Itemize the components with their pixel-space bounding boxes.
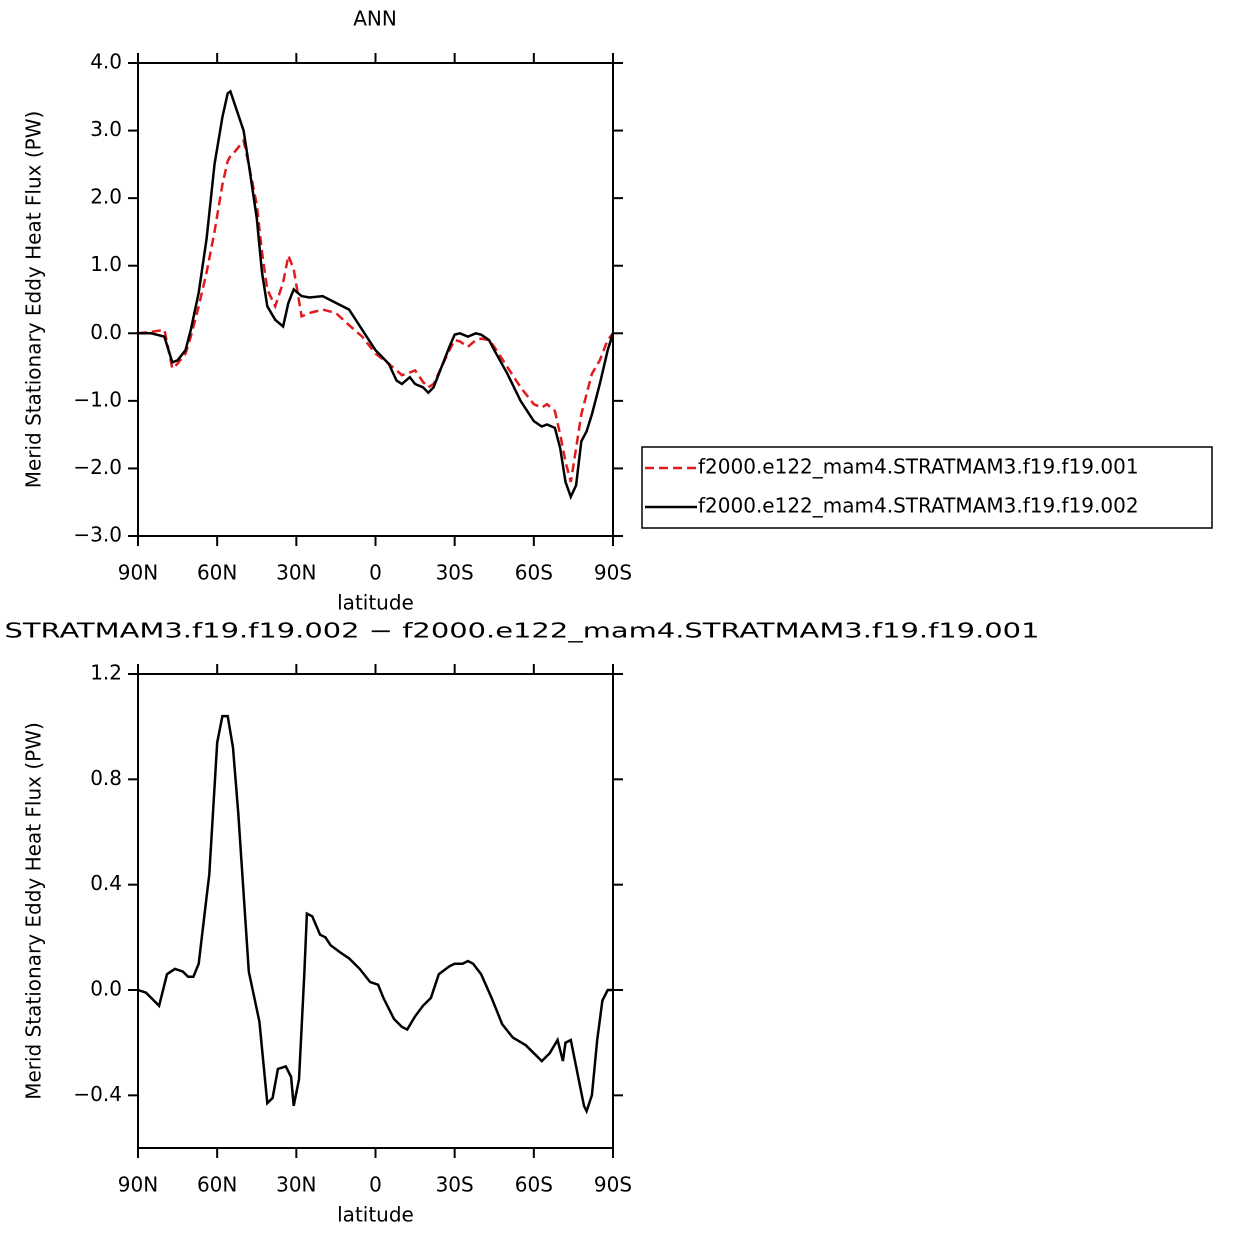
y-tick-label: 1.2 <box>90 661 122 685</box>
chart-title: STRATMAM3.f19.f19.002 − f2000.e122_mam4.… <box>5 619 1040 643</box>
y-tick-label: 0.0 <box>90 320 122 344</box>
y-tick-label: 1.0 <box>90 252 122 276</box>
x-tick-label: 0 <box>369 1173 382 1197</box>
x-axis-label: latitude <box>337 1203 414 1227</box>
x-tick-label: 90S <box>594 1173 632 1197</box>
legend-label: f2000.e122_mam4.STRATMAM3.f19.f19.002 <box>698 494 1139 518</box>
x-tick-label: 30S <box>436 1173 474 1197</box>
y-tick-label: −3.0 <box>73 523 122 547</box>
legend-box <box>641 446 1213 529</box>
y-tick-label: −1.0 <box>73 387 122 411</box>
y-tick-label: 4.0 <box>90 50 122 74</box>
y-tick-label: 0.0 <box>90 977 122 1001</box>
y-tick-label: −0.4 <box>73 1082 122 1106</box>
plot-frame <box>137 62 614 537</box>
data-line <box>137 714 613 1115</box>
y-tick-label: 0.8 <box>90 766 122 790</box>
x-tick-label: 90N <box>118 1173 158 1197</box>
y-tick-label: 3.0 <box>90 117 122 141</box>
x-tick-label: 60N <box>197 1173 237 1197</box>
x-tick-label: 90N <box>118 561 158 585</box>
x-tick-label: 30N <box>276 1173 316 1197</box>
x-tick-label: 30N <box>276 561 316 585</box>
y-tick-label: 0.4 <box>90 871 122 895</box>
x-tick-label: 60S <box>515 561 553 585</box>
y-axis-label: Merid Stationary Eddy Heat Flux (PW) <box>22 111 46 489</box>
y-tick-label: −2.0 <box>73 455 122 479</box>
data-line <box>137 137 614 483</box>
x-tick-label: 0 <box>369 561 382 585</box>
y-axis-label: Merid Stationary Eddy Heat Flux (PW) <box>22 722 46 1100</box>
x-tick-label: 90S <box>594 561 632 585</box>
y-tick-label: 2.0 <box>90 185 122 209</box>
chart-title: ANN <box>353 7 397 31</box>
legend-label: f2000.e122_mam4.STRATMAM3.f19.f19.001 <box>698 455 1139 479</box>
plot-frame <box>137 673 614 1149</box>
x-axis-label: latitude <box>337 591 414 615</box>
x-tick-label: 60S <box>515 1173 553 1197</box>
data-line <box>138 89 615 501</box>
x-tick-label: 60N <box>197 561 237 585</box>
x-tick-label: 30S <box>436 561 474 585</box>
